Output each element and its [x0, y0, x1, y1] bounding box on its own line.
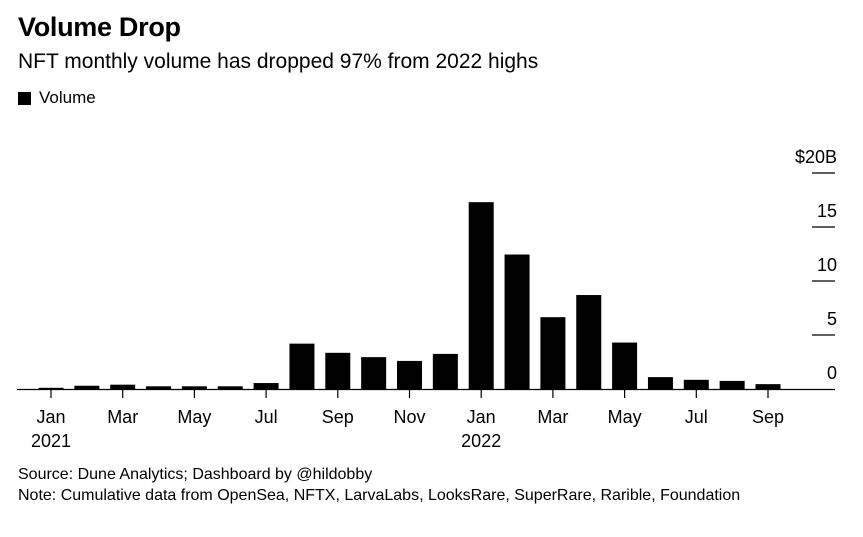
- bar: [647, 377, 673, 389]
- bar: [755, 384, 781, 389]
- bar: [612, 342, 638, 389]
- x-tick-year-label: 2022: [461, 431, 501, 451]
- bar: [683, 379, 709, 389]
- y-axis: 0 5 10 15 $20B: [795, 147, 837, 383]
- legend-label: Volume: [39, 88, 96, 107]
- bar: [181, 386, 207, 389]
- bar: [38, 387, 64, 389]
- x-tick-label: Sep: [322, 407, 354, 427]
- y-tick-label: 15: [817, 201, 837, 221]
- x-tick-label: Jan: [36, 407, 65, 427]
- bar: [74, 385, 100, 389]
- bar: [576, 295, 602, 389]
- bar: [397, 360, 422, 389]
- y-tick-label: 10: [817, 255, 837, 275]
- x-tick-label: Sep: [752, 407, 784, 427]
- bar: [146, 386, 172, 389]
- x-tick-year-label: 2021: [31, 431, 71, 451]
- bar: [253, 383, 279, 389]
- bar: [325, 352, 351, 389]
- bar: [110, 384, 136, 389]
- y-tick-label: 5: [827, 309, 837, 329]
- bar: [540, 317, 566, 389]
- bar: [361, 357, 387, 389]
- x-axis: Jan 2021 Mar May Jul Sep Nov Jan 2022 Mar May Jul Se…: [17, 388, 835, 451]
- bar: [504, 254, 530, 389]
- bar: [217, 386, 243, 389]
- x-tick-label: May: [177, 407, 211, 427]
- y-tick-label: 0: [827, 363, 837, 383]
- x-tick-label: Mar: [107, 407, 138, 427]
- bar: [432, 353, 458, 389]
- chart-title: Volume Drop: [18, 12, 181, 42]
- x-tick-label: Jul: [685, 407, 708, 427]
- bar: [719, 380, 745, 389]
- footnote: Note: Cumulative data from OpenSea, NFTX…: [18, 487, 741, 504]
- x-tick-label: Mar: [537, 407, 568, 427]
- x-tick-label: Jan: [467, 407, 496, 427]
- source-note: Source: Dune Analytics; Dashboard by @hi…: [18, 466, 373, 483]
- x-tick-label: Jul: [255, 407, 278, 427]
- chart-subtitle: NFT monthly volume has dropped 97% from …: [18, 50, 539, 73]
- x-tick-label: Nov: [393, 407, 425, 427]
- bars-group: [38, 202, 781, 389]
- y-tick-label: $20B: [795, 147, 837, 167]
- legend: Volume: [18, 88, 96, 108]
- bar: [468, 202, 494, 389]
- legend-swatch: [18, 91, 31, 105]
- x-tick-label: May: [608, 407, 642, 427]
- bar: [289, 343, 315, 389]
